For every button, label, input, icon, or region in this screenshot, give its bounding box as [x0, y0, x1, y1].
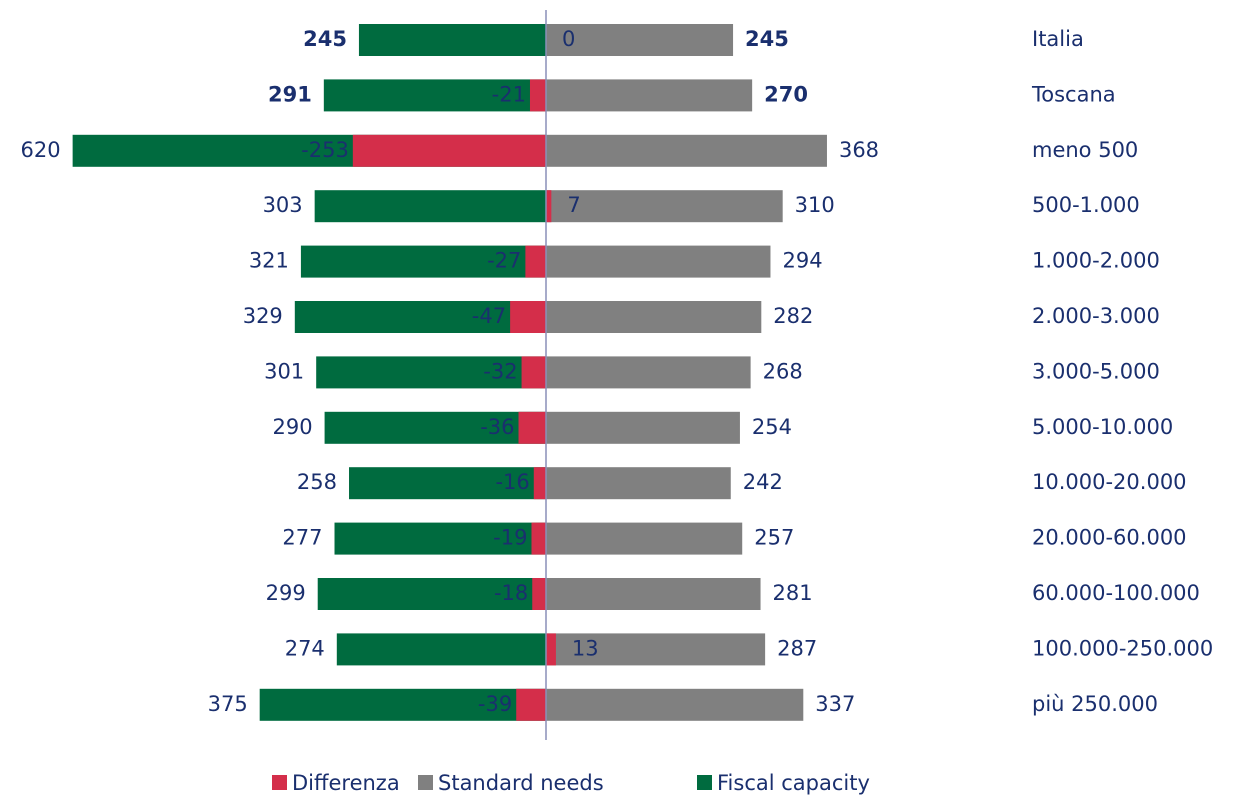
fiscal-bar [314, 190, 546, 223]
needs-label: 254 [752, 415, 792, 439]
fiscal-bar [324, 411, 546, 444]
needs-label: 242 [743, 470, 783, 494]
needs-label: 337 [815, 692, 855, 716]
category-label: più 250.000 [1032, 692, 1158, 716]
needs-bar [546, 24, 734, 56]
diff-label: -18 [494, 581, 528, 605]
fiscal-bar [317, 578, 546, 610]
needs-label: 310 [795, 193, 835, 217]
fiscal-bar [294, 301, 546, 333]
legend-swatch [418, 775, 433, 790]
category-label: 10.000-20.000 [1032, 470, 1187, 494]
fiscal-label: 291 [268, 82, 312, 106]
needs-bar [546, 411, 740, 444]
legend-label: Standard needs [438, 771, 604, 795]
needs-label: 282 [773, 304, 813, 328]
needs-bar [546, 245, 771, 278]
diff-label: -32 [483, 359, 517, 383]
category-label: 5.000-10.000 [1032, 415, 1173, 439]
diff-label: -253 [301, 138, 349, 162]
diff-label: -16 [495, 470, 529, 494]
diff-bar [531, 522, 546, 555]
fiscal-label: 620 [21, 138, 61, 162]
category-label: 1.000-2.000 [1032, 249, 1160, 273]
legend-swatch [272, 775, 287, 790]
category-label: 2.000-3.000 [1032, 304, 1160, 328]
diff-label: 7 [567, 193, 580, 217]
fiscal-label: 277 [282, 526, 322, 550]
needs-bar [546, 79, 753, 112]
needs-label: 294 [782, 249, 822, 273]
fiscal-label: 274 [285, 636, 325, 660]
diff-bar [518, 411, 546, 444]
needs-bar [546, 467, 731, 500]
needs-bar [546, 190, 783, 223]
diff-bar [521, 356, 546, 389]
diff-label: -21 [492, 82, 526, 106]
category-label: Italia [1032, 27, 1084, 51]
diff-label: -36 [480, 415, 514, 439]
diff-label: -19 [493, 526, 527, 550]
diff-bar [533, 467, 546, 500]
diff-label: -47 [472, 304, 506, 328]
diff-bar [516, 688, 546, 721]
diff-bar [546, 633, 556, 666]
fiscal-label: 375 [208, 692, 248, 716]
fiscal-bar [336, 633, 546, 666]
fiscal-label: 301 [264, 359, 304, 383]
diff-bar [546, 190, 552, 223]
needs-bar [546, 356, 751, 389]
fiscal-bar [316, 356, 546, 389]
fiscal-label: 258 [297, 470, 337, 494]
category-label: 20.000-60.000 [1032, 526, 1187, 550]
fiscal-bar [300, 245, 546, 278]
needs-label: 245 [745, 27, 789, 51]
diff-label: -27 [487, 249, 521, 273]
needs-bar [546, 633, 766, 666]
diff-label: -39 [478, 692, 512, 716]
legend-label: Differenza [292, 771, 400, 795]
needs-bar [546, 688, 804, 721]
diff-bar [510, 301, 546, 333]
legend-label: Fiscal capacity [717, 771, 870, 795]
needs-label: 287 [777, 636, 817, 660]
diff-bar [529, 79, 546, 112]
category-label: meno 500 [1032, 138, 1138, 162]
diff-label: 13 [572, 636, 599, 660]
needs-label: 368 [839, 138, 879, 162]
fiscal-bar [323, 79, 546, 112]
category-label: 500-1.000 [1032, 193, 1140, 217]
needs-label: 270 [764, 82, 808, 106]
fiscal-label: 303 [263, 193, 303, 217]
category-label: 100.000-250.000 [1032, 636, 1213, 660]
needs-label: 257 [754, 526, 794, 550]
category-label: 60.000-100.000 [1032, 581, 1200, 605]
category-label: 3.000-5.000 [1032, 359, 1160, 383]
needs-label: 268 [763, 359, 803, 383]
fiscal-bar [334, 522, 546, 555]
fiscal-label: 329 [243, 304, 283, 328]
diff-bar [532, 578, 546, 610]
fiscal-label: 290 [272, 415, 312, 439]
needs-bar [546, 134, 827, 167]
fiscal-bar [259, 688, 546, 721]
category-label: Toscana [1031, 82, 1116, 106]
fiscal-label: 245 [303, 27, 347, 51]
diff-label: 0 [562, 27, 575, 51]
needs-bar [546, 301, 762, 333]
needs-label: 281 [773, 581, 813, 605]
diff-bar [352, 134, 546, 167]
fiscal-bar [358, 24, 546, 56]
needs-bar [546, 522, 743, 555]
fiscal-bar [349, 467, 546, 500]
fiscal-label: 299 [266, 581, 306, 605]
needs-bar [546, 578, 761, 610]
legend-swatch [697, 775, 712, 790]
diff-bar [525, 245, 546, 278]
fiscal-label: 321 [249, 249, 289, 273]
